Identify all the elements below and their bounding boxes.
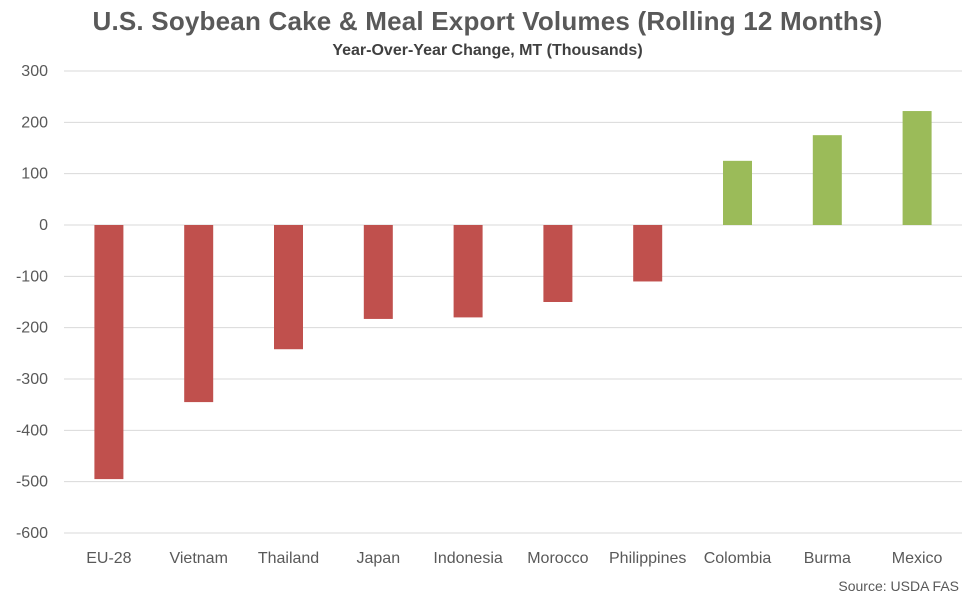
bar-philippines bbox=[633, 225, 663, 282]
bars bbox=[94, 111, 932, 480]
y-tick-label: -200 bbox=[16, 320, 48, 337]
x-tick-label: Morocco bbox=[527, 550, 588, 567]
chart-title: U.S. Soybean Cake & Meal Export Volumes … bbox=[92, 6, 883, 36]
bar-colombia bbox=[723, 160, 752, 225]
y-tick-label: -300 bbox=[16, 371, 48, 388]
x-tick-label: EU-28 bbox=[86, 550, 131, 567]
x-tick-label: Mexico bbox=[892, 550, 943, 567]
grid-lines bbox=[64, 70, 962, 534]
y-tick-label: -400 bbox=[16, 422, 48, 439]
x-tick-label: Vietnam bbox=[169, 550, 227, 567]
y-tick-label: -600 bbox=[16, 525, 48, 542]
y-tick-label: -500 bbox=[16, 474, 48, 491]
bar-eu-28 bbox=[94, 225, 124, 480]
bar-thailand bbox=[274, 225, 303, 350]
y-tick-label: -100 bbox=[16, 268, 48, 285]
x-tick-label: Burma bbox=[804, 550, 851, 567]
bar-indonesia bbox=[453, 225, 483, 318]
x-tick-label: Japan bbox=[357, 550, 401, 567]
x-tick-label: Indonesia bbox=[433, 550, 502, 567]
y-tick-label: 200 bbox=[21, 114, 48, 131]
y-tick-label: 0 bbox=[39, 217, 48, 234]
bar-japan bbox=[363, 225, 393, 319]
x-tick-label: Colombia bbox=[704, 550, 772, 567]
bar-mexico bbox=[902, 111, 932, 225]
x-tick-label: Thailand bbox=[258, 550, 319, 567]
x-tick-label: Philippines bbox=[609, 550, 686, 567]
bar-burma bbox=[812, 135, 842, 225]
y-tick-label: 100 bbox=[21, 166, 48, 183]
y-axis-ticks: 300 200 100 0 -100 -200 -300 -400 -500 -600 bbox=[16, 63, 48, 542]
y-tick-label: 300 bbox=[21, 63, 48, 80]
x-axis-ticks: EU-28 Vietnam Thailand Japan Indonesia Morocc… bbox=[86, 550, 942, 567]
bar-morocco bbox=[543, 225, 573, 302]
bar-vietnam bbox=[184, 225, 214, 403]
source-note: Source: USDA FAS bbox=[838, 578, 959, 594]
chart-subtitle: Year-Over-Year Change, MT (Thousands) bbox=[332, 42, 643, 59]
